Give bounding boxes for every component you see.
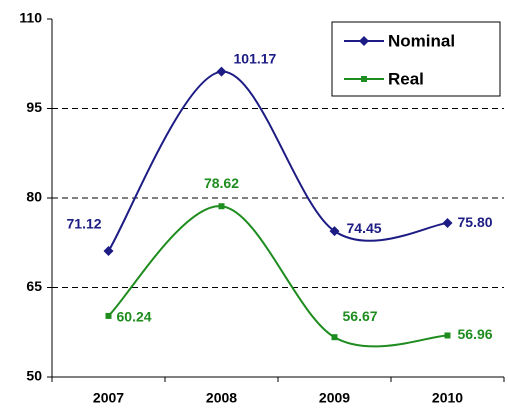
y-tick-label: 80 [26,189,42,205]
data-label: 60.24 [117,309,152,325]
legend-label: Real [388,69,424,88]
data-label: 56.96 [458,326,493,342]
marker [361,76,367,82]
x-tick-label: 2007 [93,390,124,406]
data-label: 56.67 [343,308,378,324]
legend-box [331,21,501,97]
marker [105,312,112,319]
data-label: 71.12 [67,216,102,232]
data-label: 101.17 [234,50,277,66]
series: 71.12 101.17 74.45 75.80 [67,50,493,256]
legend-label: Nominal [388,31,455,50]
data-label: 74.45 [347,220,382,236]
marker [444,332,451,339]
legend: Nominal Real [331,21,501,97]
y-tick-label: 95 [26,99,42,115]
data-label: 78.62 [204,175,239,191]
marker [216,66,227,77]
y-tick-label: 65 [26,278,42,294]
marker [359,36,369,46]
y-tick-label: 110 [19,10,42,26]
marker [331,334,338,341]
y-tick-label: 50 [26,368,42,384]
line [107,70,448,252]
marker [218,203,225,210]
line [107,205,448,348]
marker [442,218,453,229]
series: 60.24 78.62 56.67 56.96 [105,175,493,348]
marker [103,245,114,256]
data-label: 75.80 [458,214,493,230]
x-tick-label: 2009 [319,390,350,406]
x-tick-label: 2010 [432,390,463,406]
marker [329,226,340,237]
x-tick-label: 2008 [206,390,237,406]
